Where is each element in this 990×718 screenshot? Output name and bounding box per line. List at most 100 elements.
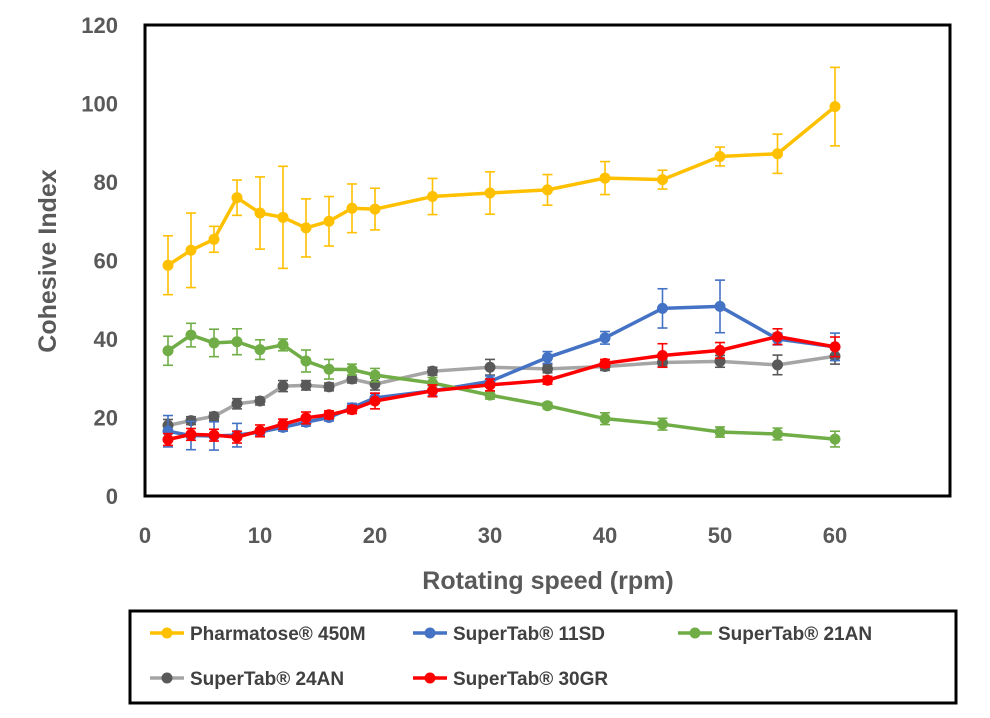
data-point (346, 364, 358, 376)
data-point (599, 332, 611, 344)
y-axis: 0 20 40 60 80 100 120 (81, 13, 118, 509)
legend-item: Pharmatose® 450M (150, 624, 366, 645)
data-point (714, 426, 726, 438)
legend-marker (689, 627, 701, 639)
data-point (346, 404, 358, 416)
series-line (167, 105, 837, 267)
data-point (277, 211, 289, 223)
data-point (323, 409, 335, 421)
data-point (427, 365, 438, 377)
legend-marker (424, 627, 436, 639)
data-point (657, 174, 668, 186)
data-point (162, 433, 174, 445)
data-point (484, 187, 496, 199)
legend-label: SuperTab® 30GR (453, 669, 608, 690)
data-point (300, 412, 312, 424)
data-point (323, 215, 335, 227)
data-point (542, 374, 553, 386)
data-point (657, 349, 668, 361)
data-point (208, 429, 220, 441)
legend: Pharmatose® 450M SuperTab® 11SD SuperTab® … (150, 624, 872, 690)
data-point (427, 191, 438, 203)
data-point (185, 244, 197, 256)
data-point (254, 425, 266, 437)
data-point (542, 351, 553, 363)
data-point (231, 192, 243, 204)
series-line (167, 334, 836, 442)
data-point (599, 413, 611, 425)
series-layer (162, 66, 841, 451)
data-point (300, 379, 312, 391)
data-point (369, 369, 381, 381)
data-point (231, 336, 243, 348)
legend-marker (424, 672, 436, 684)
x-tick-label: 0 (139, 523, 151, 548)
series-supertab-21an (162, 322, 841, 448)
data-point (185, 428, 197, 440)
legend-label: SuperTab® 21AN (718, 624, 872, 645)
data-point (254, 207, 266, 219)
series-supertab-30gr (162, 327, 841, 447)
legend-item: SuperTab® 21AN (678, 624, 872, 645)
data-point (484, 379, 496, 391)
x-tick-label: 20 (363, 523, 387, 548)
data-point (231, 398, 243, 410)
data-point (542, 400, 553, 412)
data-point (208, 410, 220, 422)
data-point (772, 331, 783, 343)
legend-marker (161, 627, 173, 639)
y-tick-label: 20 (94, 406, 118, 431)
data-point (300, 222, 312, 234)
legend-item: SuperTab® 24AN (150, 669, 344, 690)
data-point (162, 259, 174, 271)
data-point (369, 203, 381, 215)
legend-label: SuperTab® 24AN (190, 669, 344, 690)
x-tick-label: 50 (708, 523, 732, 548)
data-point (427, 385, 438, 397)
x-axis: 0 10 20 30 40 50 60 (139, 523, 847, 548)
data-point (300, 355, 312, 367)
data-point (772, 148, 783, 160)
data-point (599, 357, 611, 369)
data-point (254, 344, 266, 356)
plot-area-frame (143, 23, 952, 498)
data-point (254, 395, 266, 407)
legend-item: SuperTab® 30GR (413, 669, 608, 690)
data-point (162, 345, 174, 357)
data-point (714, 150, 726, 162)
data-point (829, 101, 841, 113)
data-point (277, 418, 289, 430)
x-tick-label: 30 (478, 523, 502, 548)
y-tick-label: 60 (94, 249, 118, 274)
y-tick-label: 100 (81, 92, 118, 117)
y-tick-label: 40 (94, 327, 118, 352)
data-point (208, 337, 220, 349)
data-point (323, 363, 335, 375)
data-point (599, 172, 611, 184)
data-point (323, 381, 335, 393)
data-point (369, 395, 381, 407)
y-tick-label: 80 (94, 170, 118, 195)
data-point (185, 329, 197, 341)
y-tick-label: 0 (106, 484, 118, 509)
data-point (772, 359, 783, 371)
data-point (657, 302, 668, 314)
x-tick-label: 40 (593, 523, 617, 548)
data-point (484, 361, 496, 373)
series-line (167, 304, 836, 438)
data-point (772, 428, 783, 440)
legend-marker (161, 672, 173, 684)
legend-label: SuperTab® 11SD (453, 624, 605, 645)
series-pharmatose-450m (162, 66, 841, 296)
series-line (167, 354, 836, 428)
data-point (542, 184, 553, 196)
data-point (277, 339, 289, 351)
data-point (829, 433, 841, 445)
data-point (714, 300, 726, 312)
data-point (657, 418, 668, 430)
series-line (167, 333, 836, 441)
data-point (484, 389, 496, 401)
data-point (714, 344, 726, 356)
legend-box (128, 609, 958, 705)
